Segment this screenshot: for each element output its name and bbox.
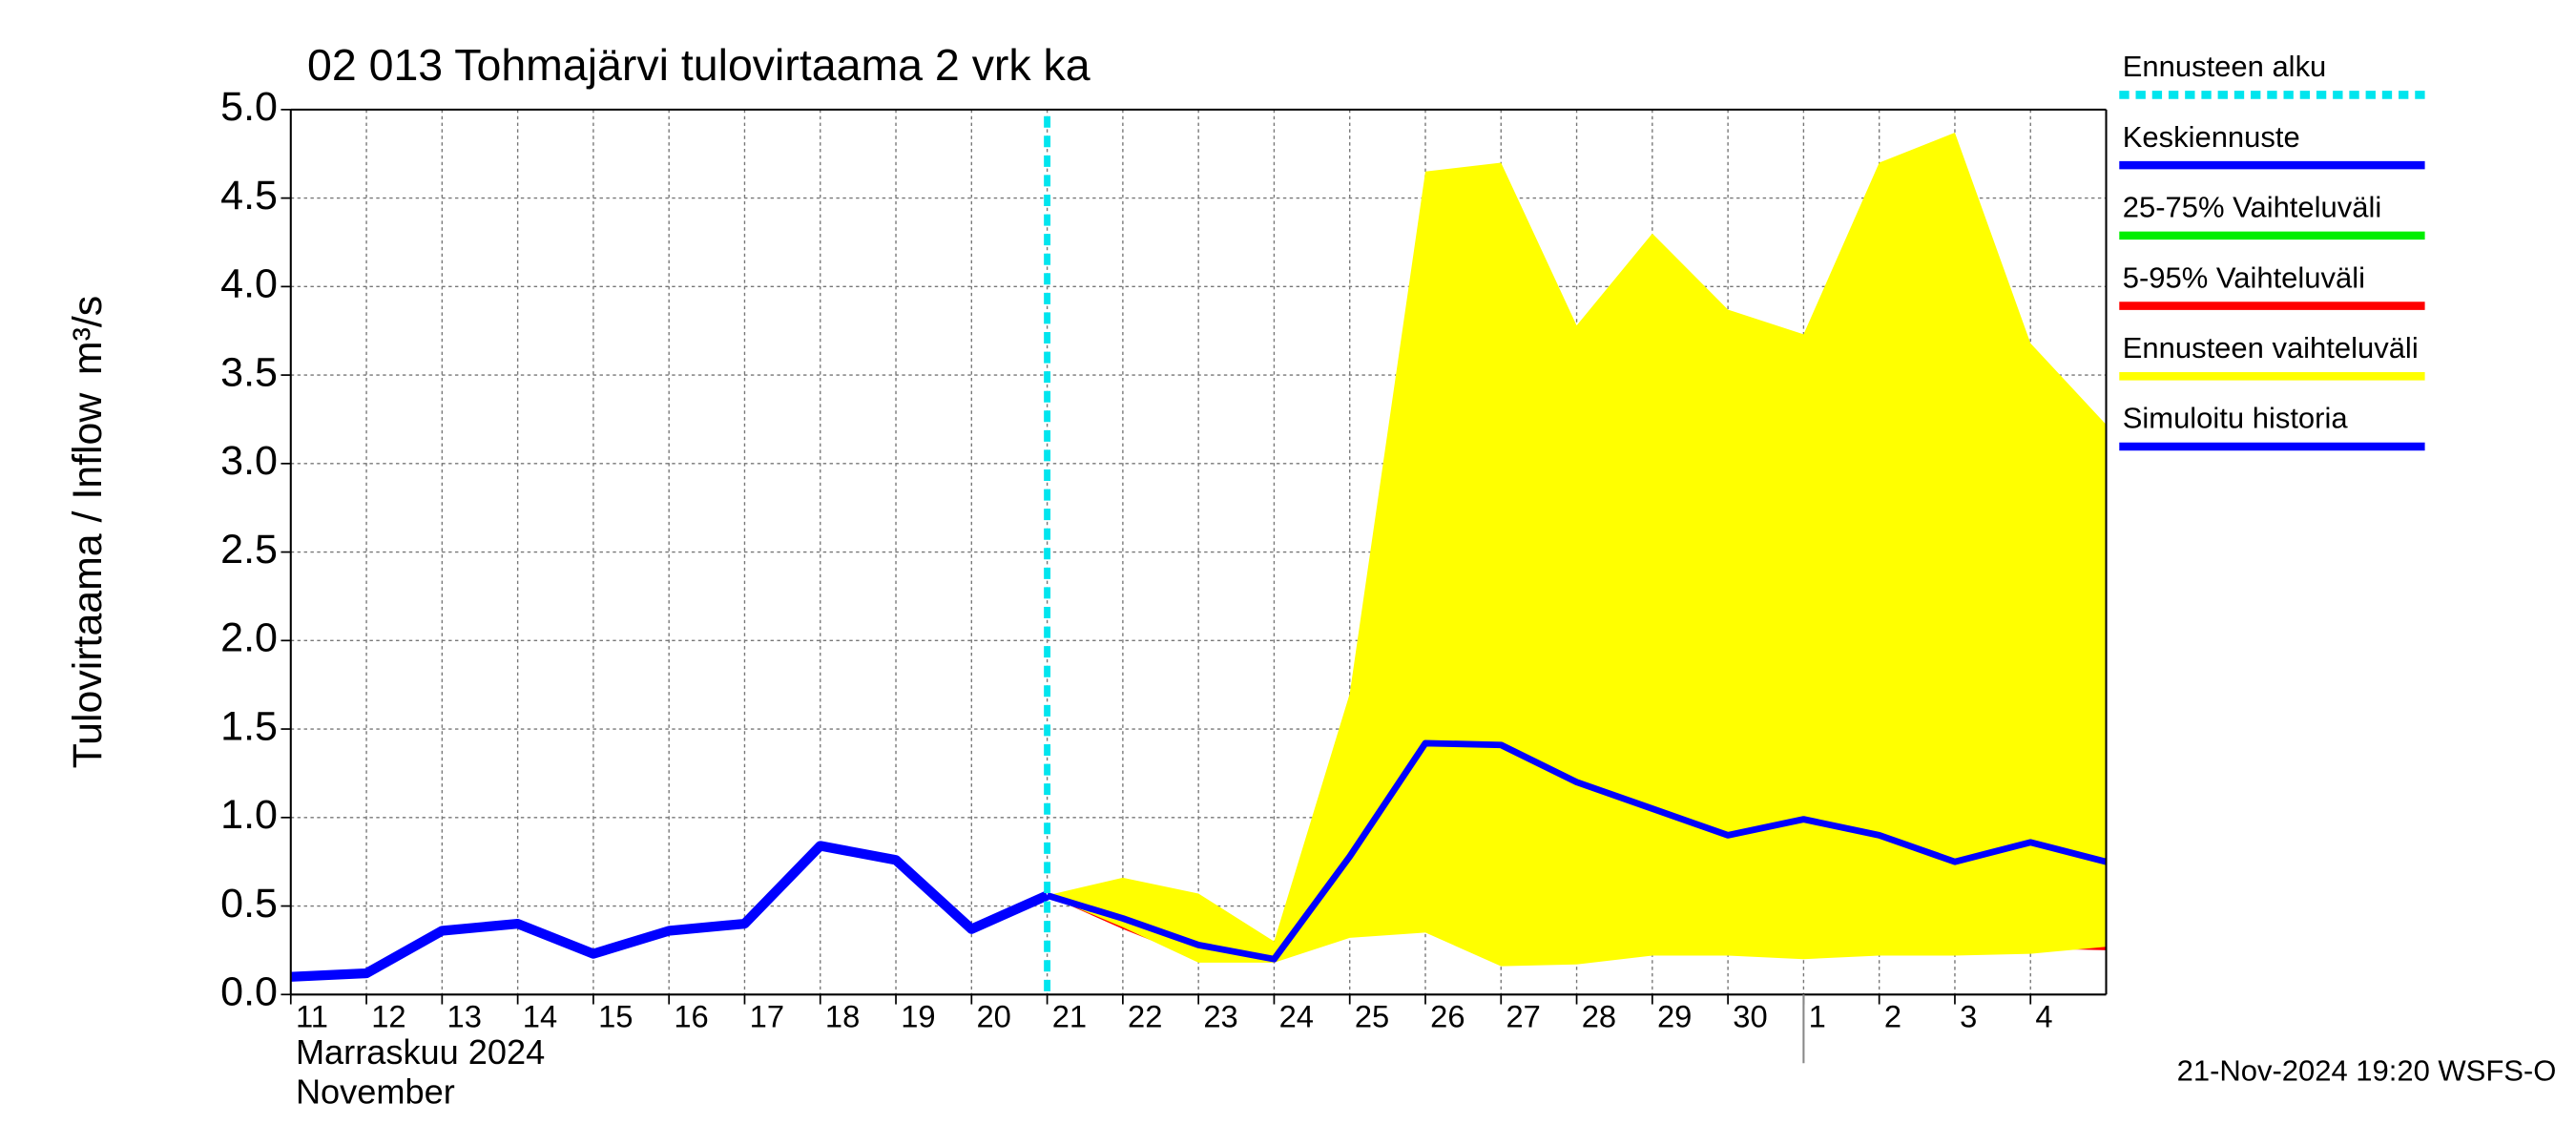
legend-label: Ennusteen vaihteluväli	[2123, 331, 2419, 364]
x-tick-label: 24	[1279, 999, 1314, 1034]
x-tick-label: 14	[523, 999, 557, 1034]
x-tick-label: 20	[976, 999, 1010, 1034]
y-tick-label: 2.5	[220, 527, 278, 572]
legend-label: Simuloitu historia	[2123, 402, 2349, 435]
x-tick-label: 17	[750, 999, 784, 1034]
x-tick-label: 15	[598, 999, 633, 1034]
y-tick-label: 0.5	[220, 881, 278, 926]
x-tick-label: 30	[1733, 999, 1767, 1034]
x-axis-label: November	[296, 1072, 455, 1111]
y-tick-label: 2.0	[220, 615, 278, 661]
y-tick-label: 1.5	[220, 703, 278, 749]
x-tick-label: 13	[447, 999, 482, 1034]
x-tick-label: 25	[1355, 999, 1389, 1034]
x-tick-label: 12	[371, 999, 405, 1034]
y-tick-label: 3.5	[220, 349, 278, 395]
x-tick-label: 23	[1203, 999, 1237, 1034]
x-tick-label: 26	[1430, 999, 1465, 1034]
legend-label: 5-95% Vaihteluväli	[2123, 260, 2365, 294]
y-tick-label: 3.0	[220, 438, 278, 484]
legend-label: Ennusteen alku	[2123, 50, 2327, 83]
y-tick-label: 0.0	[220, 969, 278, 1015]
x-tick-label: 19	[901, 999, 935, 1034]
x-tick-label: 27	[1506, 999, 1540, 1034]
x-tick-label: 29	[1657, 999, 1692, 1034]
y-axis-unit: m³/s	[65, 296, 111, 375]
x-tick-label: 2	[1884, 999, 1901, 1034]
chart-title: 02 013 Tohmajärvi tulovirtaama 2 vrk ka	[307, 40, 1091, 90]
y-axis-label: Tulovirtaama / Inflow	[65, 392, 111, 769]
y-tick-label: 1.0	[220, 792, 278, 838]
y-tick-label: 5.0	[220, 84, 278, 130]
series-line	[290, 841, 1049, 982]
x-axis-label: Marraskuu 2024	[296, 1032, 545, 1072]
x-tick-label: 22	[1128, 999, 1162, 1034]
y-tick-label: 4.0	[220, 261, 278, 307]
footer: 21-Nov-2024 19:20 WSFS-O	[2177, 1054, 2557, 1088]
x-tick-label: 21	[1052, 999, 1087, 1034]
x-tick-label: 28	[1582, 999, 1616, 1034]
x-tick-label: 4	[2035, 999, 2052, 1034]
x-tick-label: 16	[674, 999, 708, 1034]
legend-label: 25-75% Vaihteluväli	[2123, 191, 2381, 224]
legend-label: Keskiennuste	[2123, 120, 2300, 154]
x-tick-label: 18	[825, 999, 860, 1034]
forecast-band	[1047, 132, 2107, 967]
series-line	[1046, 739, 2108, 963]
x-tick-label: 1	[1809, 999, 1826, 1034]
x-tick-label: 11	[296, 999, 328, 1034]
y-tick-label: 4.5	[220, 173, 278, 219]
x-tick-label: 3	[1960, 999, 1977, 1034]
